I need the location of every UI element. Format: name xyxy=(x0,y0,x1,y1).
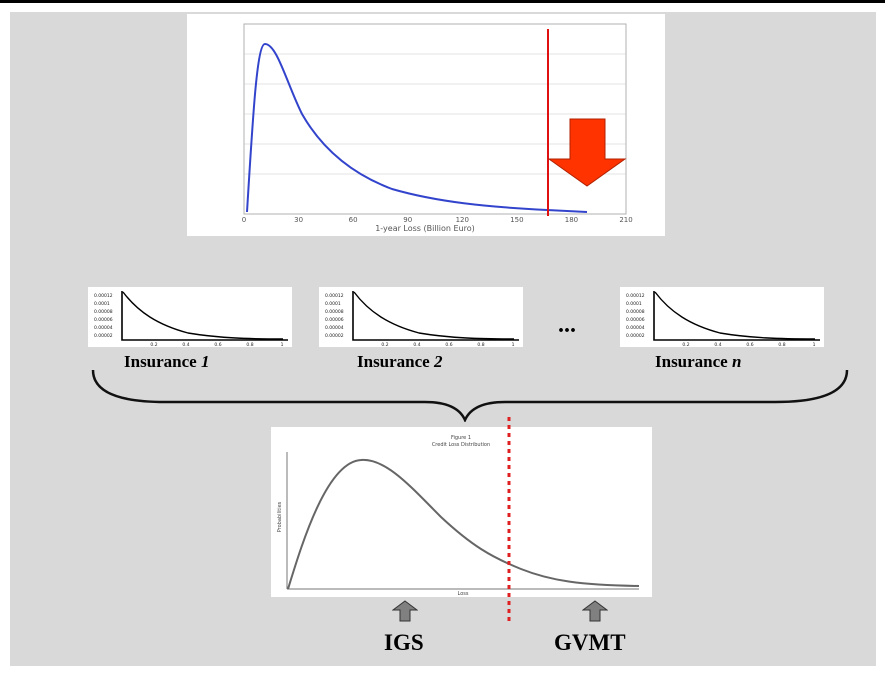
small-chart-x-tick: 1 xyxy=(813,342,816,347)
small-chart-curve xyxy=(122,291,284,340)
small-chart-x-tick: 0.6 xyxy=(214,342,221,347)
insurance-n-label: Insurance n xyxy=(655,352,741,372)
igs-up-arrow-icon xyxy=(392,600,418,622)
curly-brace xyxy=(91,369,849,422)
aggregate-loss-chart-svg: 0 30 60 90 120 150 180 210 1-year Loss (Billion… xyxy=(242,23,633,233)
aggregate-loss-chart: 0 30 60 90 120 150 180 210 1-year Loss (Billion… xyxy=(187,14,665,236)
small-chart-y-tick: 0.0001 xyxy=(325,301,341,307)
insurance-2-name: Insurance xyxy=(357,352,434,371)
insurance-2-index: 2 xyxy=(433,352,443,371)
insurance-1-index: 1 xyxy=(200,352,210,371)
small-chart-x-tick: 0.8 xyxy=(246,342,253,347)
credit-loss-chart: Figure 1 Credit Loss Distribution Probab… xyxy=(271,427,652,597)
down-arrow-icon xyxy=(547,118,627,187)
ellipsis: ... xyxy=(558,312,576,338)
small-chart-x-tick: 1 xyxy=(512,342,515,347)
small-chart-axes xyxy=(352,291,519,341)
small-chart-y-tick: 0.0001 xyxy=(626,301,642,307)
insurance-2-label: Insurance 2 xyxy=(357,352,442,372)
small-chart-y-tick: 0.00008 xyxy=(325,309,344,315)
loss-density-curve xyxy=(246,42,588,213)
small-chart-y-tick: 0.00004 xyxy=(94,325,113,331)
small-chart-x-tick: 0.6 xyxy=(746,342,753,347)
credit-loss-chart-svg: Figure 1 Credit Loss Distribution Probab… xyxy=(277,435,640,597)
small-chart-y-tick: 0.00002 xyxy=(94,333,113,339)
small-chart-x-tick: 0.2 xyxy=(150,342,157,347)
y-axis-label: Probabilities xyxy=(277,501,283,532)
small-chart-y-tick: 0.00004 xyxy=(626,325,645,331)
small-chart-y-tick: 0.00008 xyxy=(94,309,113,315)
x-axis-label: Loss xyxy=(458,591,469,597)
insurance-n-chart-svg: 0.00012 0.0001 0.00008 0.00006 0.00004 0.0000… xyxy=(626,291,820,348)
x-tick-label: 60 xyxy=(349,216,358,224)
insurance-2-chart-svg: 0.00012 0.0001 0.00008 0.00006 0.00004 0.0000… xyxy=(325,291,519,348)
x-axis-label: 1-year Loss (Billion Euro) xyxy=(375,224,475,233)
small-chart-x-tick: 0.4 xyxy=(714,342,721,347)
small-chart-y-tick: 0.00006 xyxy=(325,317,344,323)
x-tick-label: 90 xyxy=(403,216,412,224)
small-chart-y-tick: 0.00008 xyxy=(626,309,645,315)
chart-title-line1: Figure 1 xyxy=(451,435,471,441)
x-tick-label: 180 xyxy=(565,216,578,224)
small-chart-y-tick: 0.00004 xyxy=(325,325,344,331)
insurance-2-chart: 0.00012 0.0001 0.00008 0.00006 0.00004 0.0000… xyxy=(319,287,523,348)
insurance-n-chart: 0.00012 0.0001 0.00008 0.00006 0.00004 0.0000… xyxy=(620,287,824,348)
small-chart-y-tick: 0.00002 xyxy=(325,333,344,339)
small-chart-curve xyxy=(654,291,816,340)
small-chart-x-tick: 0.4 xyxy=(182,342,189,347)
small-chart-y-tick: 0.00012 xyxy=(325,293,344,299)
small-chart-axes xyxy=(653,291,820,341)
small-chart-y-tick: 0.00006 xyxy=(626,317,645,323)
insurance-1-name: Insurance xyxy=(124,352,201,371)
top-border-line xyxy=(0,0,885,3)
small-chart-y-tick: 0.00006 xyxy=(94,317,113,323)
small-chart-axes xyxy=(121,291,288,341)
small-chart-x-tick: 1 xyxy=(281,342,284,347)
x-tick-label: 150 xyxy=(510,216,523,224)
insurance-1-chart-svg: 0.00012 0.0001 0.00008 0.00006 0.00004 0.0000… xyxy=(94,291,288,348)
threshold-dotted-line xyxy=(507,417,511,623)
x-tick-labels: 0 30 60 90 120 150 180 210 xyxy=(242,216,633,224)
small-chart-y-tick: 0.00002 xyxy=(626,333,645,339)
insurance-1-chart: 0.00012 0.0001 0.00008 0.00006 0.00004 0.0000… xyxy=(88,287,292,348)
small-chart-y-tick: 0.00012 xyxy=(94,293,113,299)
x-tick-label: 120 xyxy=(456,216,469,224)
igs-label: IGS xyxy=(384,630,424,655)
insurance-1-label: Insurance 1 xyxy=(124,352,209,372)
small-chart-x-tick: 0.4 xyxy=(413,342,420,347)
small-chart-x-tick: 0.2 xyxy=(682,342,689,347)
x-tick-label: 0 xyxy=(242,216,246,224)
small-chart-curve xyxy=(353,291,515,340)
small-chart-y-tick: 0.0001 xyxy=(94,301,110,307)
diagram-panel: 0 30 60 90 120 150 180 210 1-year Loss (Billion… xyxy=(10,12,876,666)
small-chart-x-tick: 0.8 xyxy=(778,342,785,347)
credit-loss-curve xyxy=(287,458,640,590)
small-chart-y-tick: 0.00012 xyxy=(626,293,645,299)
x-tick-label: 30 xyxy=(294,216,303,224)
chart-title-line2: Credit Loss Distribution xyxy=(432,442,490,448)
insurance-n-index: n xyxy=(731,352,742,371)
small-chart-x-tick: 0.6 xyxy=(445,342,452,347)
insurance-n-name: Insurance xyxy=(655,352,732,371)
small-chart-x-tick: 0.8 xyxy=(477,342,484,347)
gvmt-up-arrow-icon xyxy=(582,600,608,622)
x-tick-label: 210 xyxy=(619,216,632,224)
plot-frame xyxy=(243,23,627,215)
small-chart-x-tick: 0.2 xyxy=(381,342,388,347)
gvmt-label: GVMT xyxy=(554,630,626,655)
plot-gridlines xyxy=(244,53,626,175)
